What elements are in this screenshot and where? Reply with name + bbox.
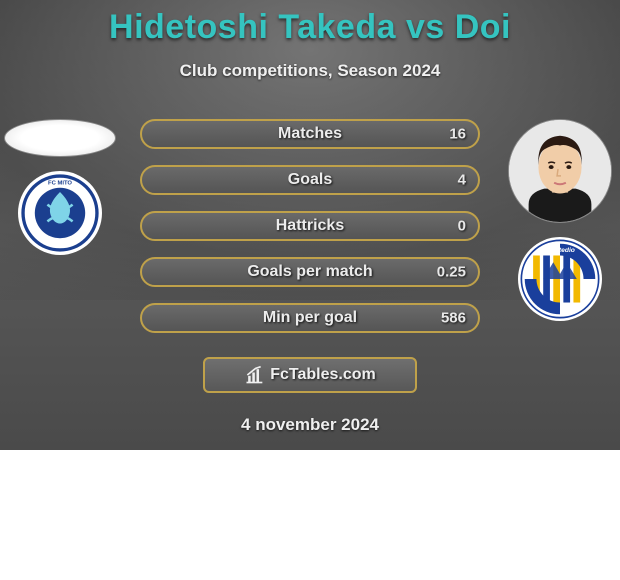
- player-photo-icon: [509, 119, 611, 223]
- svg-text:Montedio: Montedio: [545, 247, 575, 254]
- stat-label: Goals: [142, 171, 478, 189]
- page-title: Hidetoshi Takeda vs Doi: [0, 0, 620, 47]
- stats-table: Matches16 Goals4 Hattricks0 Goals per match…: [140, 119, 480, 349]
- player-right-column: Montedio: [500, 119, 620, 321]
- page-subtitle: Club competitions, Season 2024: [0, 61, 620, 81]
- stat-label: Hattricks: [142, 217, 478, 235]
- branding-badge[interactable]: FcTables.com: [203, 357, 417, 393]
- bar-chart-icon: [244, 365, 264, 385]
- player-right-club-logo: Montedio: [518, 237, 602, 321]
- stat-label: Min per goal: [142, 309, 478, 327]
- stat-right-value: 0: [458, 218, 466, 235]
- stat-row: Min per goal586: [140, 303, 480, 333]
- player-left-column: FC MITO: [0, 119, 120, 255]
- stat-row: Hattricks0: [140, 211, 480, 241]
- comparison-card: Hidetoshi Takeda vs Doi Club competition…: [0, 0, 620, 450]
- stat-right-value: 4: [458, 172, 466, 189]
- content-area: FC MITO: [0, 119, 620, 349]
- stat-right-value: 16: [449, 126, 466, 143]
- branding-text: FcTables.com: [270, 366, 376, 384]
- club-logo-mito-icon: FC MITO: [18, 171, 102, 255]
- svg-text:FC MITO: FC MITO: [48, 180, 72, 186]
- player-right-avatar: [508, 119, 612, 223]
- stat-label: Matches: [142, 125, 478, 143]
- stat-row: Matches16: [140, 119, 480, 149]
- stat-row: Goals4: [140, 165, 480, 195]
- stat-label: Goals per match: [142, 263, 478, 281]
- footer-date: 4 november 2024: [0, 415, 620, 435]
- player-left-avatar: [4, 119, 116, 157]
- stat-right-value: 0.25: [437, 264, 466, 281]
- stat-right-value: 586: [441, 310, 466, 327]
- player-left-club-logo: FC MITO: [18, 171, 102, 255]
- club-logo-montedio-icon: Montedio: [518, 237, 602, 321]
- stat-row: Goals per match0.25: [140, 257, 480, 287]
